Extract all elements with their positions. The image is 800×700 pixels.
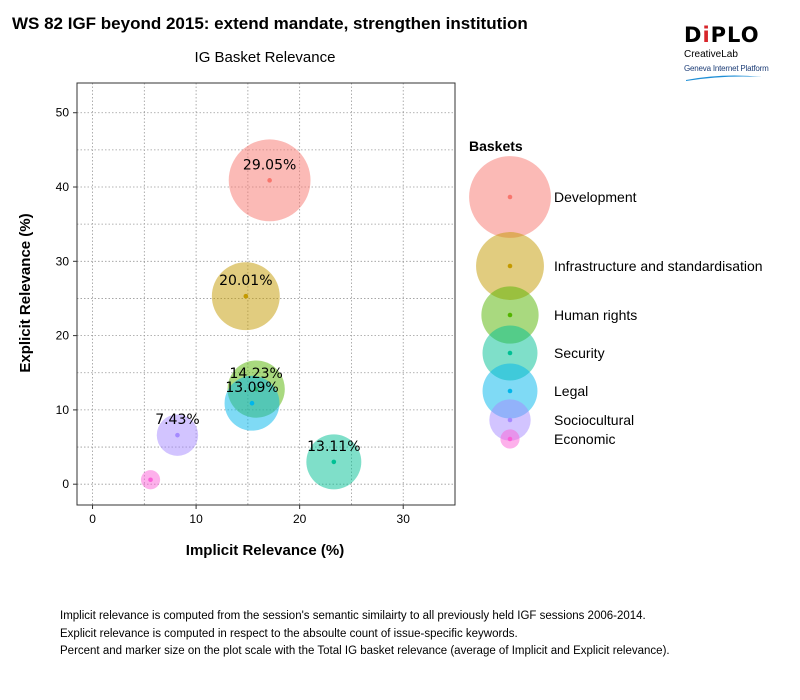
legend-item-label: Development — [554, 189, 637, 205]
bubble-center-point — [148, 477, 153, 483]
legend-item-label: Security — [554, 345, 605, 361]
data-label: 13.09% — [225, 380, 278, 396]
page-title: WS 82 IGF beyond 2015: extend mandate, s… — [12, 14, 528, 33]
legend-key-point — [507, 350, 513, 356]
bubble-center-point — [243, 293, 249, 299]
y-tick-label: 50 — [56, 106, 70, 120]
logo-letter: O — [740, 23, 760, 47]
footnote: Explicit relevance is computed in respec… — [60, 627, 518, 640]
legend-key-point — [507, 194, 513, 200]
legend-item-label: Economic — [554, 431, 615, 447]
legend-item-label: Human rights — [554, 307, 637, 323]
legend-item-label: Infrastructure and standardisation — [554, 258, 763, 274]
data-label: 29.05% — [243, 157, 296, 173]
x-tick-label: 0 — [89, 512, 96, 526]
footnote: Percent and marker size on the plot scal… — [60, 645, 670, 657]
y-tick-label: 10 — [56, 403, 70, 417]
footnote: Implicit relevance is computed from the … — [60, 610, 646, 622]
logo-letter: L — [727, 23, 741, 47]
legend: Development Infrastructure and standardis… — [469, 156, 763, 449]
y-axis-label: Explicit Relevance (%) — [17, 213, 34, 372]
bubble-center-point — [267, 178, 272, 183]
chart-title: IG Basket Relevance — [195, 49, 336, 66]
legend-key-point — [507, 436, 513, 442]
legend-item-label: Legal — [554, 383, 588, 399]
data-label: 13.11% — [307, 439, 360, 455]
logo-letter: i — [702, 23, 711, 47]
bubble-chart: IG Basket Relevance 0 10 20 30 0 10 20 30 40 50 2… — [17, 49, 763, 559]
legend-key-point — [507, 263, 513, 269]
legend-title: Baskets — [469, 138, 523, 154]
bubble-center-point — [175, 432, 180, 438]
data-labels: 29.05% 20.01% 14.23% 13.11% 13.09% 7.43% — [155, 157, 360, 455]
x-tick-label: 20 — [293, 512, 307, 526]
x-tick-label: 10 — [189, 512, 203, 526]
logo-wordmark: DiPLO — [684, 24, 774, 46]
logo-letter: D — [684, 23, 703, 47]
axis-ticks: 0 10 20 30 0 10 20 30 40 50 — [56, 106, 411, 526]
x-tick-label: 30 — [397, 512, 411, 526]
plot-frame — [76, 82, 456, 506]
legend-key-point — [507, 312, 513, 318]
logo-swoosh-icon — [686, 75, 762, 81]
diplo-logo: DiPLO CreativeLab Geneva Internet Platfo… — [684, 24, 774, 82]
x-axis-label: Implicit Relevance (%) — [186, 542, 344, 559]
data-label: 7.43% — [155, 412, 199, 428]
y-tick-label: 20 — [56, 329, 70, 343]
data-label: 14.23% — [229, 366, 282, 382]
legend-key-point — [507, 388, 513, 394]
bubble-center-point — [249, 400, 255, 406]
bubbles — [140, 139, 362, 490]
legend-key-point — [507, 417, 513, 423]
logo-letter: P — [710, 23, 728, 47]
logo-tagline: Geneva Internet Platform — [684, 64, 769, 73]
y-tick-label: 0 — [62, 477, 69, 491]
y-tick-label: 40 — [56, 180, 70, 194]
y-tick-label: 30 — [56, 254, 70, 268]
legend-item-label: Sociocultural — [554, 412, 634, 428]
logo-subtitle: CreativeLab — [684, 49, 738, 60]
bubble-center-point — [331, 459, 337, 465]
data-label: 20.01% — [219, 273, 272, 289]
footnotes: Implicit relevance is computed from the … — [60, 608, 670, 661]
